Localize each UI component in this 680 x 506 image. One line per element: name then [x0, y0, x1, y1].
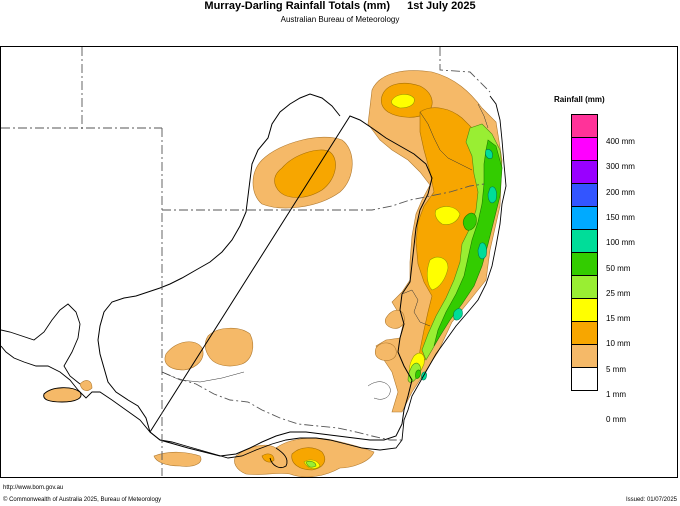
legend-swatch [571, 229, 598, 253]
legend-swatch [571, 137, 598, 161]
legend-swatch [571, 114, 598, 138]
legend-label: 0 mm [606, 415, 626, 425]
legend-label: 10 mm [606, 339, 631, 349]
title-date: 1st July 2025 [407, 0, 476, 12]
legend-title: Rainfall (mm) [554, 95, 605, 104]
gulf-coast [1, 303, 81, 385]
rivers [161, 103, 489, 400]
legend-swatch [571, 206, 598, 230]
legend-swatch [571, 160, 598, 184]
issued-date: Issued: 01/07/2025 [625, 497, 677, 503]
copyright-notice: © Commonwealth of Australia 2025, Bureau… [3, 497, 162, 503]
legend-label: 25 mm [606, 288, 631, 298]
legend-swatch [571, 298, 598, 322]
map-subtitle: Australian Bureau of Meteorology [280, 15, 400, 24]
legend-label: 200 mm [606, 187, 635, 197]
legend-label: 400 mm [606, 137, 635, 146]
legend-swatch [571, 367, 598, 391]
legend-swatch [571, 252, 598, 276]
legend-swatch [571, 321, 598, 345]
legend-label: 15 mm [606, 314, 631, 324]
legend-label: 300 mm [606, 162, 635, 172]
state-borders [1, 47, 491, 476]
legend-label: 50 mm [606, 263, 631, 273]
legend-label: 100 mm [606, 238, 635, 248]
legend-label: 1 mm [606, 390, 626, 399]
legend [571, 114, 598, 391]
map-frame [0, 46, 678, 478]
legend-swatch [571, 183, 598, 207]
title-text: Murray-Darling Rainfall Totals (mm) [204, 0, 391, 12]
kangaroo-island [43, 387, 82, 403]
legend-swatch [571, 344, 598, 368]
port-phillip [269, 447, 288, 469]
rainfall-25mm-areas [415, 139, 503, 379]
basin-boundary [97, 93, 433, 457]
coastline [1, 95, 507, 459]
map-title: Murray-Darling Rainfall Totals (mm) 1st … [0, 0, 680, 13]
legend-label: 150 mm [606, 212, 635, 222]
legend-label: 5 mm [606, 364, 626, 374]
legend-swatch [571, 275, 598, 299]
source-url[interactable]: http://www.bom.gov.au [3, 485, 64, 491]
